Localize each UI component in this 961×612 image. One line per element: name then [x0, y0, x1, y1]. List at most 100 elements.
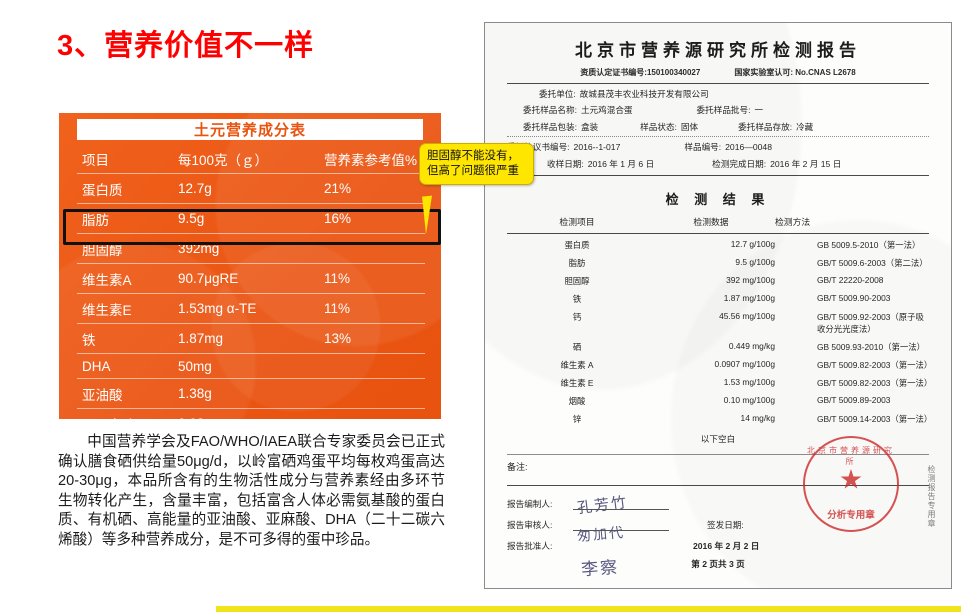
result-method: GB/T 5009.89-2003: [817, 395, 891, 406]
row-nrv: 13%: [324, 323, 425, 354]
column-header-per100g: 每100克（ｇ）: [178, 144, 324, 174]
result-value: 1.87 mg/100g: [723, 293, 775, 304]
row-nrv: 16%: [324, 203, 425, 234]
result-item: 铁: [572, 294, 582, 305]
result-item: 脂肪: [568, 258, 586, 269]
table-row: 亚油酸 1.38g: [77, 378, 425, 409]
bottom-accent-bar: [216, 606, 961, 612]
table-row-cholesterol: 胆固醇 392mg: [77, 233, 425, 264]
result-value: 0.10 mg/100g: [723, 395, 775, 406]
results-column-value: 检测数据: [693, 217, 729, 228]
row-nrv: [324, 408, 425, 419]
sample-no-label: 样品编号:: [684, 142, 722, 153]
stamp-bottom-text: 分析专用章: [827, 510, 875, 521]
table-row: 维生素A 90.7μgRE 11%: [77, 263, 425, 294]
package-value: 盒装: [580, 121, 599, 132]
result-method: GB 5009.5-2010（第一法）: [817, 240, 921, 251]
table-row: 维生素E 1.53mg α-TE 11%: [77, 293, 425, 324]
result-value: 12.7 g/100g: [730, 239, 775, 250]
issue-date-value: 2016 年 2 月 2 日: [693, 541, 760, 552]
result-method: GB/T 22220-2008: [817, 275, 884, 286]
package-label: 委托样品包装:: [523, 121, 577, 132]
nutrition-table-title-bar: 土元营养成分表: [77, 119, 423, 140]
signature-row-approved: 报告批准人: 2016 年 2 月 2 日: [507, 540, 929, 552]
signature-row-reviewed: 报告审核人: 签发日期:: [507, 519, 929, 532]
result-value: 14 mg/kg: [740, 413, 775, 424]
row-per100g: 50mg: [178, 353, 324, 379]
reviewed-by-line: [573, 519, 669, 532]
result-method: GB/T 5009.90-2003: [817, 293, 891, 304]
row-nrv: 11%: [324, 293, 425, 324]
table-row: 蛋白质 12.7 g/100g GB 5009.5-2010（第一法）: [507, 236, 929, 254]
result-method: GB/T 5009.92-2003（原子吸收分光光度法）: [817, 312, 924, 335]
nutrition-panel: 土元营养成分表 项目 每100克（ｇ） 营养素参考值% 蛋白质 12.7g 21…: [59, 113, 441, 419]
row-per100g: 12.7g: [178, 173, 324, 204]
signature-block: 孔芳竹 匆加代 李察 报告编制人: 报告审核人: 签发日期: 报告批准人: 20…: [485, 493, 951, 580]
remark-label: 备注:: [507, 462, 528, 473]
blank-note: 以下空白: [700, 434, 736, 445]
result-method: GB/T 5009.6-2003（第二法）: [817, 258, 928, 269]
cert-number: 资质认定证书编号:150100340027: [580, 68, 701, 77]
row-item: 维生素A: [77, 263, 178, 294]
star-icon: ★: [838, 464, 864, 495]
result-method: GB 5009.93-2010（第一法）: [817, 342, 925, 353]
state-label: 样品状态:: [640, 121, 677, 132]
table-row: 铁 1.87mg 13%: [77, 323, 425, 354]
vertical-stamp-text: 检测报告专用章: [927, 465, 936, 528]
prepared-by-label: 报告编制人:: [507, 499, 553, 510]
row-per100g: 9.5g: [178, 203, 324, 234]
result-item: 烟酸: [568, 396, 586, 407]
row-per100g: 1.53mg α-TE: [178, 293, 324, 324]
state-value: 固体: [680, 121, 699, 132]
report-cert-line: 资质认定证书编号:150100340027 国家实验室认可: No.CNAS L…: [485, 67, 951, 78]
row-nrv: 21%: [324, 173, 425, 204]
results-column-item: 检测项目: [559, 217, 595, 228]
result-method: GB/T 5009.82-2003（第一法）: [817, 360, 933, 371]
meta-row-sample-name: 委托样品名称: 土元鸡混合蛋 委托样品批号: 一: [507, 104, 929, 116]
storage-label: 委托样品存放:: [738, 121, 793, 132]
batch-label: 委托样品批号:: [696, 105, 751, 116]
row-nrv: [324, 233, 425, 264]
row-nrv: [324, 353, 425, 379]
column-header-nrv: 营养素参考值%: [324, 144, 425, 174]
row-per100g: 0.02g: [178, 408, 324, 419]
receive-date-label: 收样日期:: [547, 158, 584, 169]
row-per100g: 1.38g: [178, 378, 324, 409]
table-row: α-亚麻酸 0.02g: [77, 408, 425, 419]
table-row: 烟酸 0.10 mg/100g GB/T 5009.89-2003: [507, 392, 929, 410]
table-row: 锌 14 mg/kg GB/T 5009.14-2003（第一法）: [507, 410, 932, 428]
row-per100g: 1.87mg: [178, 323, 324, 354]
meta-row-dates: 收样日期: 2016 年 1 月 6 日 检测完成日期: 2016 年 2 月 …: [507, 158, 929, 170]
result-item: 胆固醇: [564, 276, 590, 287]
sample-name-label: 委托样品名称:: [523, 105, 577, 116]
issue-date-label: 签发日期:: [707, 520, 744, 531]
row-item: 蛋白质: [77, 173, 178, 204]
result-item: 蛋白质: [564, 240, 590, 251]
result-value: 45.56 mg/100g: [719, 311, 775, 322]
row-item: 脂肪: [77, 203, 178, 234]
results-column-method: 检测方法: [775, 217, 811, 228]
result-item: 维生素 E: [560, 378, 594, 389]
result-item: 维生素 A: [560, 360, 594, 371]
result-item: 锌: [572, 414, 582, 425]
table-row: 脂肪 9.5g 16%: [77, 203, 425, 234]
divider: [507, 175, 929, 177]
meta-row-agreement: 委托协议书编号: 2016--1-017 样品编号: 2016—0048: [507, 141, 929, 153]
complete-date-value: 2016 年 2 月 15 日: [770, 158, 842, 169]
result-method: GB/T 5009.82-2003（第一法）: [817, 378, 933, 389]
row-nrv: 11%: [324, 263, 425, 294]
page-footer: 第 2 页共 3 页: [691, 559, 745, 569]
nutrition-table: 项目 每100克（ｇ） 营养素参考值% 蛋白质 12.7g 21% 脂肪 9.5…: [77, 144, 425, 419]
row-item: 胆固醇: [77, 233, 178, 264]
row-item: 维生素E: [77, 293, 178, 324]
receive-date-value: 2016 年 1 月 6 日: [587, 158, 655, 169]
row-item: 亚油酸: [77, 378, 178, 409]
sample-name-value: 土元鸡混合蛋: [580, 105, 633, 116]
storage-value: 冷藏: [796, 121, 814, 132]
divider: [507, 83, 929, 84]
agreement-label: 委托协议书编号:: [507, 142, 570, 153]
scanned-report: 北京市营养源研究所检测报告 资质认定证书编号:150100340027 国家实验…: [484, 22, 952, 589]
results-table-body: 蛋白质 12.7 g/100g GB 5009.5-2010（第一法） 脂肪 9…: [507, 236, 933, 428]
row-item: 铁: [77, 323, 178, 354]
meta-row-client: 委托单位: 故城县茂丰农业科技开发有限公司: [507, 88, 929, 100]
